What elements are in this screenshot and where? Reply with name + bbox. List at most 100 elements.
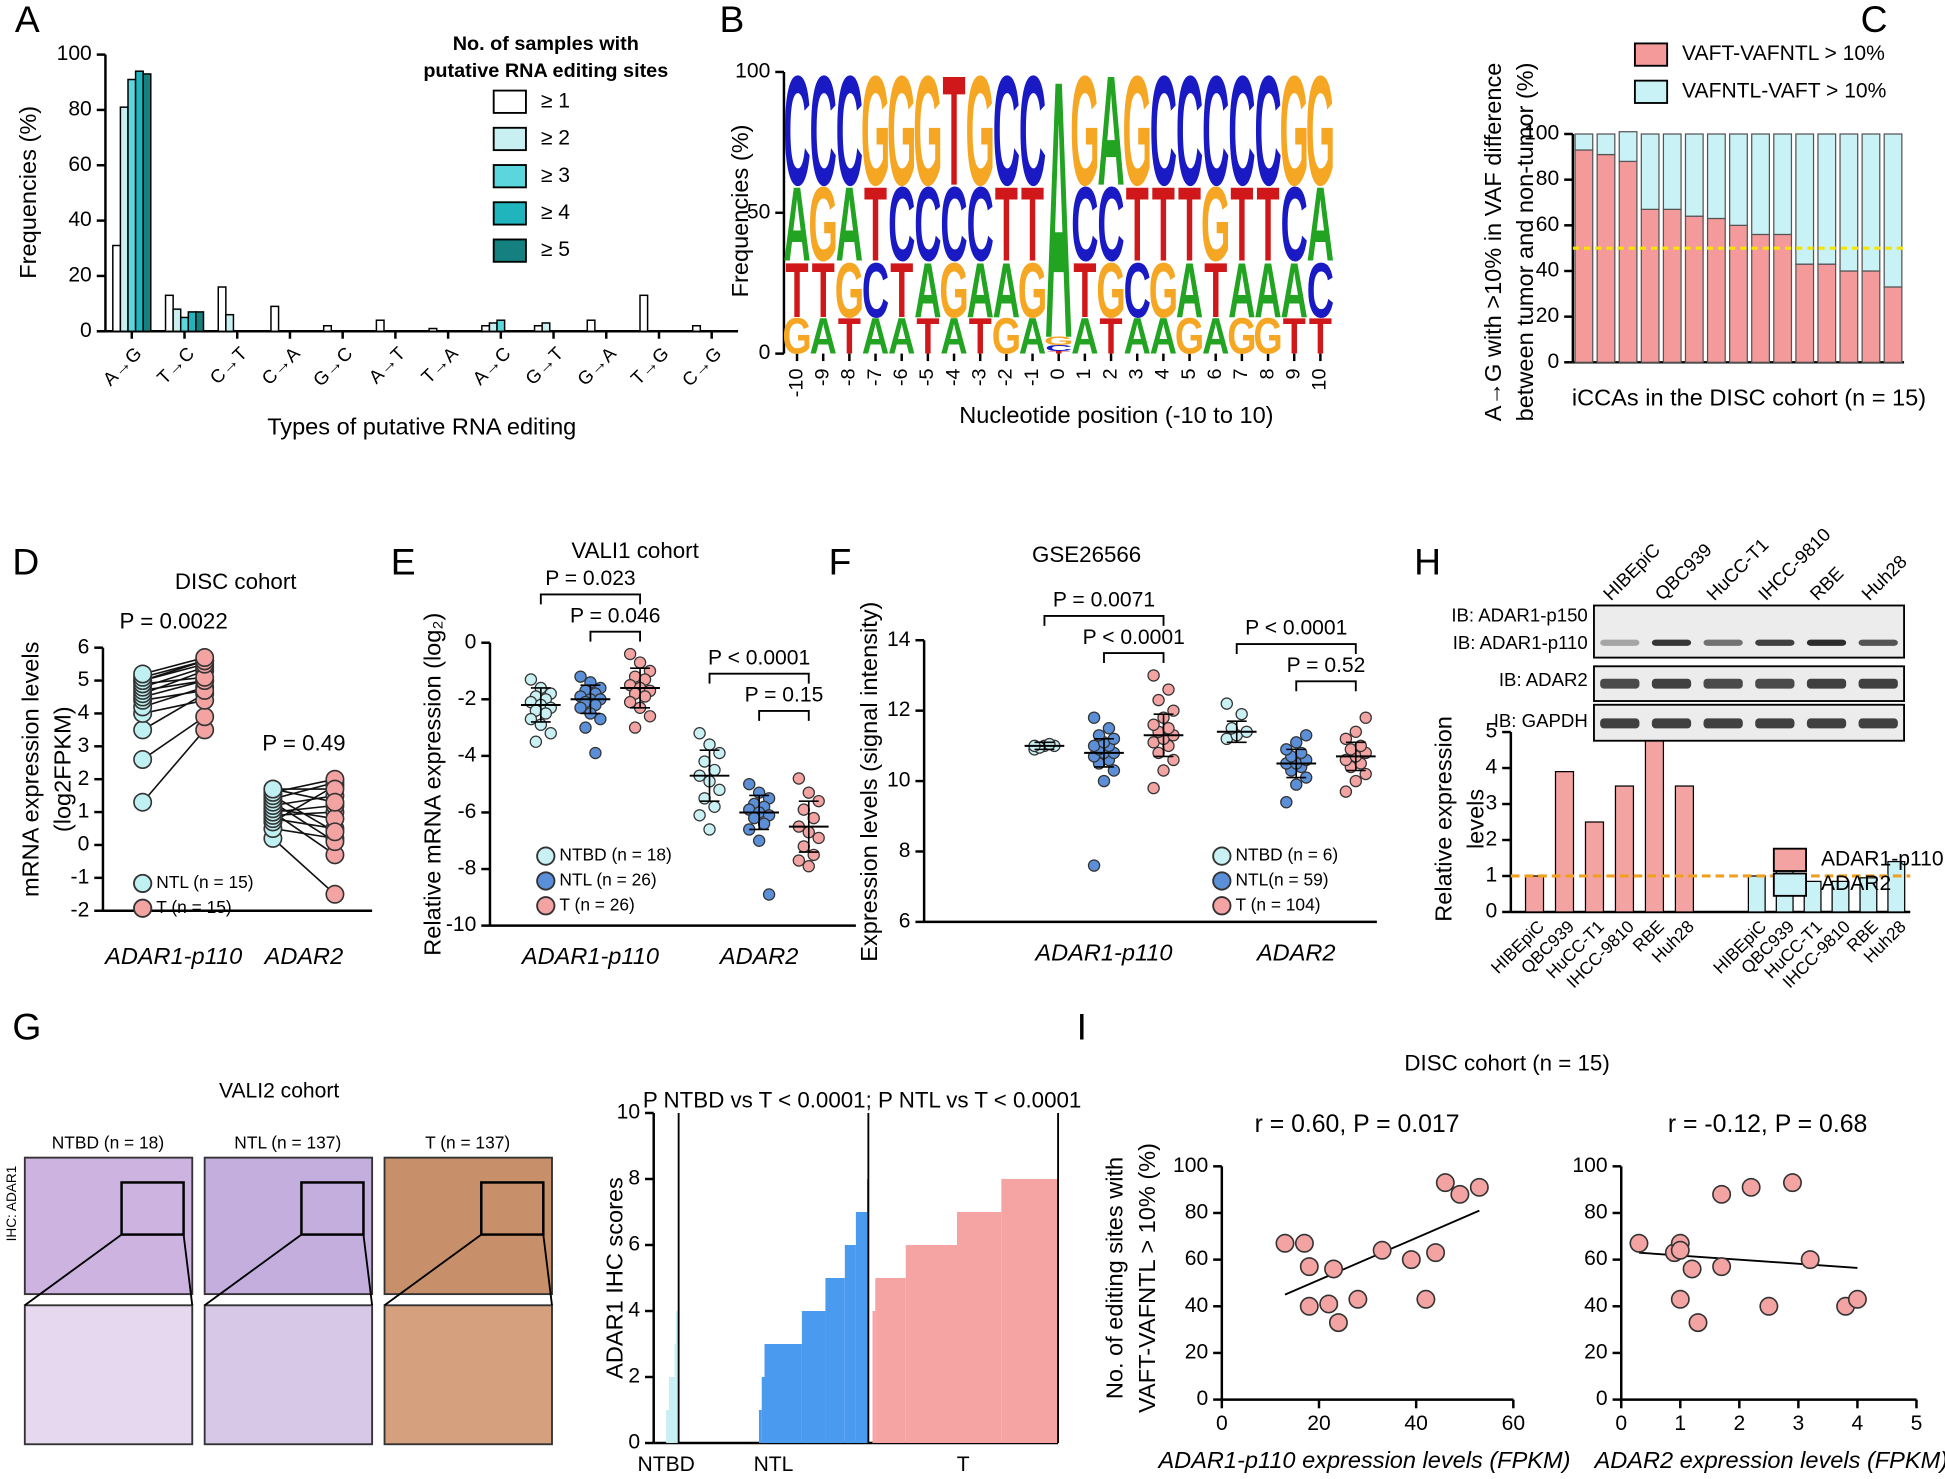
group-label: T [957, 1453, 970, 1476]
x-tick-label: G→T [521, 343, 567, 389]
lane-label: Huh28 [1857, 551, 1911, 605]
logo-letter: A [888, 308, 915, 365]
blot-band [1858, 718, 1898, 729]
blot-band [1703, 718, 1743, 729]
bar [1859, 877, 1878, 913]
y-axis-label: Frequencies (%) [727, 124, 753, 297]
y-tick-label: 0 [1596, 1387, 1608, 1410]
sd-bar [530, 687, 551, 723]
logo-letter: C [1281, 165, 1308, 284]
x-tick-label: 1 [1674, 1412, 1686, 1435]
panel-letter: E [391, 540, 416, 582]
logo-letter: G [835, 247, 864, 335]
x-tick-label: 0 [1216, 1412, 1228, 1435]
point [807, 811, 820, 825]
panel-letter: C [1861, 0, 1888, 40]
p-value: P = 0.0071 [1053, 589, 1155, 612]
category-label: ADAR1-p110 [520, 943, 659, 969]
legend-label: NTBD (n = 6) [1235, 845, 1338, 865]
ihc-zoom-image [203, 1304, 374, 1446]
logo-letter: T [1152, 165, 1175, 284]
point [797, 803, 811, 816]
x-tick-label: -1 [1021, 369, 1043, 387]
point [1847, 1289, 1867, 1309]
point [1152, 693, 1165, 707]
bar [127, 78, 137, 333]
y-tick-label: 100 [1173, 1154, 1208, 1177]
bar [1644, 738, 1665, 913]
legend-marker [536, 846, 556, 866]
y-tick-label: 4 [1485, 756, 1497, 779]
logo-letter: C [1228, 44, 1255, 219]
bar [322, 325, 333, 333]
logo-letter: T [1230, 165, 1253, 284]
pair-line [272, 794, 336, 833]
y-tick-label: 100 [1524, 122, 1559, 145]
x-tick-label: T→A [417, 342, 462, 387]
sd-bar [1034, 741, 1055, 751]
blot-band [1806, 678, 1847, 689]
bar-segment [1795, 263, 1815, 363]
zoom-lines [24, 1233, 194, 1307]
x-tick-label: -3 [968, 369, 990, 387]
logo-letter: T [1073, 247, 1096, 335]
y-tick-label: 80 [1185, 1201, 1208, 1224]
bar [1524, 875, 1545, 913]
pair-line [142, 693, 206, 731]
point [1162, 722, 1175, 735]
logo-letter: T [1100, 308, 1123, 365]
p-value: P = 0.52 [1287, 654, 1366, 677]
point [1416, 1289, 1436, 1309]
lane-label: RBE [1806, 562, 1848, 604]
bar [1614, 785, 1635, 913]
bar [164, 294, 174, 333]
bar [217, 286, 227, 333]
bar [428, 327, 438, 333]
bar [1831, 880, 1850, 913]
score-bar [825, 1277, 845, 1444]
panel-letter: I [1077, 1006, 1087, 1048]
p-value: P = 0.15 [745, 684, 824, 707]
bar-segment [1795, 133, 1815, 265]
point [1299, 1257, 1319, 1277]
cohort-title: DISC cohort (n = 15) [1404, 1050, 1609, 1075]
bar-segment [1684, 133, 1704, 217]
logo-letter: G [1227, 308, 1256, 365]
logo-letter: G [1253, 308, 1282, 365]
bar [134, 70, 144, 333]
point [529, 735, 543, 748]
y-axis-label: between tumor and non-tumor (%) [1512, 62, 1538, 421]
panel-letter: F [829, 540, 852, 582]
bar [533, 325, 543, 333]
bar-segment [1839, 270, 1859, 363]
blot-row-label: IB: ADAR1-p110 [1453, 632, 1588, 653]
logo-letter: T [1126, 165, 1149, 284]
logo-letter: A [1254, 247, 1281, 335]
point [743, 777, 756, 791]
logo-letter: T [786, 247, 809, 335]
bracket [539, 593, 641, 605]
bar-segment [1574, 133, 1594, 151]
y-tick-label: 20 [1536, 304, 1559, 327]
x-tick-label: C→T [205, 343, 251, 389]
y-tick-label: 8 [628, 1167, 640, 1190]
point [1339, 785, 1353, 798]
blot-band [1651, 639, 1692, 646]
pair-line [142, 679, 205, 692]
y-axis-label: (log2FPKM) [50, 706, 76, 832]
x-tick-label: 40 [1404, 1412, 1427, 1435]
point [325, 884, 345, 904]
point [802, 786, 815, 799]
bar-segment [1861, 270, 1881, 363]
y-tick-label: 3 [1485, 792, 1497, 815]
legend-label: T (n = 15) [156, 897, 231, 917]
x-tick-label: -10 [785, 369, 807, 398]
logo-letter: G [939, 247, 968, 335]
ihc-image [23, 1156, 194, 1296]
p-value: P = 0.023 [545, 567, 635, 590]
point [747, 811, 761, 825]
point [802, 860, 815, 873]
x-axis-label: Nucleotide position (-10 to 10) [959, 402, 1273, 428]
y-axis-label: A→G with >10% in VAF difference [1480, 63, 1506, 422]
logo-letter: G [809, 165, 838, 284]
